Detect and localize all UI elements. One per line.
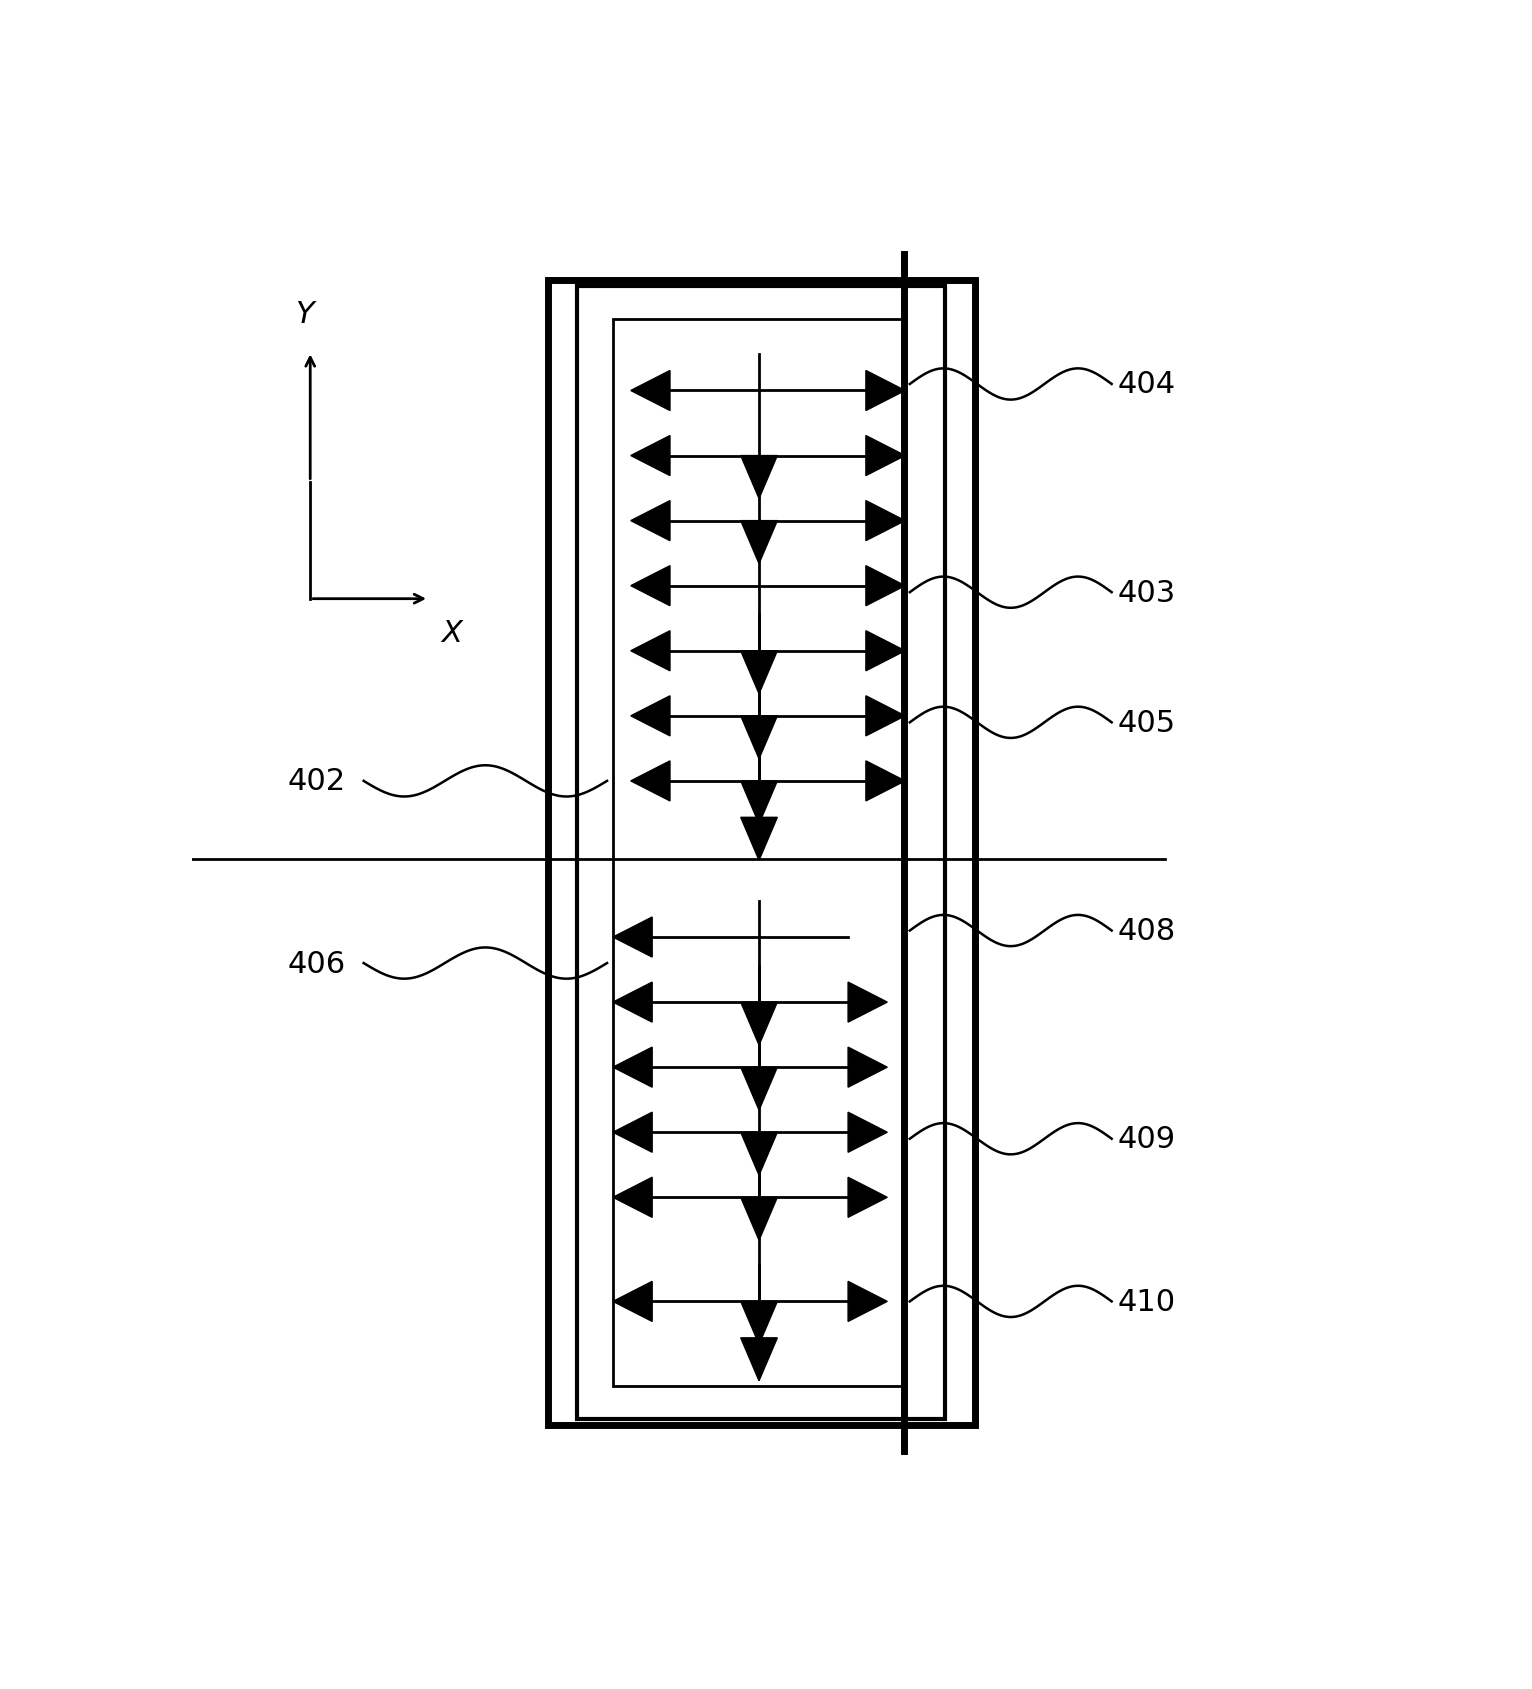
Polygon shape [631, 502, 669, 542]
Polygon shape [741, 522, 777, 564]
Text: 408: 408 [1118, 917, 1177, 946]
Polygon shape [849, 983, 887, 1022]
Polygon shape [866, 696, 905, 736]
Polygon shape [741, 1198, 777, 1240]
Text: 406: 406 [288, 949, 346, 978]
Polygon shape [866, 632, 905, 672]
Polygon shape [866, 566, 905, 606]
Polygon shape [866, 762, 905, 802]
Polygon shape [741, 1338, 777, 1382]
Text: 405: 405 [1118, 708, 1175, 738]
Polygon shape [741, 1067, 777, 1110]
Text: Y: Y [296, 301, 314, 329]
Polygon shape [866, 372, 905, 412]
Polygon shape [613, 1113, 653, 1152]
Polygon shape [741, 1133, 777, 1176]
Bar [548, 280, 974, 1426]
Text: 402: 402 [288, 767, 346, 796]
Polygon shape [631, 696, 669, 736]
Polygon shape [631, 372, 669, 412]
Text: 403: 403 [1118, 578, 1177, 608]
Polygon shape [741, 782, 777, 824]
Polygon shape [631, 632, 669, 672]
Polygon shape [849, 1282, 887, 1322]
Text: 409: 409 [1118, 1125, 1175, 1154]
Text: 410: 410 [1118, 1287, 1175, 1316]
Polygon shape [741, 1302, 777, 1344]
Polygon shape [741, 652, 777, 694]
Polygon shape [866, 436, 905, 476]
Polygon shape [613, 1047, 653, 1088]
Polygon shape [741, 716, 777, 760]
Bar [578, 287, 945, 1419]
Polygon shape [741, 817, 777, 861]
Polygon shape [613, 1282, 653, 1322]
Polygon shape [613, 1177, 653, 1218]
Polygon shape [849, 1177, 887, 1218]
Polygon shape [741, 1003, 777, 1045]
Polygon shape [631, 762, 669, 802]
Text: 404: 404 [1118, 370, 1175, 399]
Bar [613, 319, 904, 1387]
Polygon shape [631, 566, 669, 606]
Polygon shape [866, 502, 905, 542]
Polygon shape [849, 1113, 887, 1152]
Polygon shape [631, 436, 669, 476]
Text: X: X [441, 618, 461, 649]
Polygon shape [613, 983, 653, 1022]
Polygon shape [849, 1047, 887, 1088]
Polygon shape [741, 456, 777, 500]
Polygon shape [613, 917, 653, 958]
